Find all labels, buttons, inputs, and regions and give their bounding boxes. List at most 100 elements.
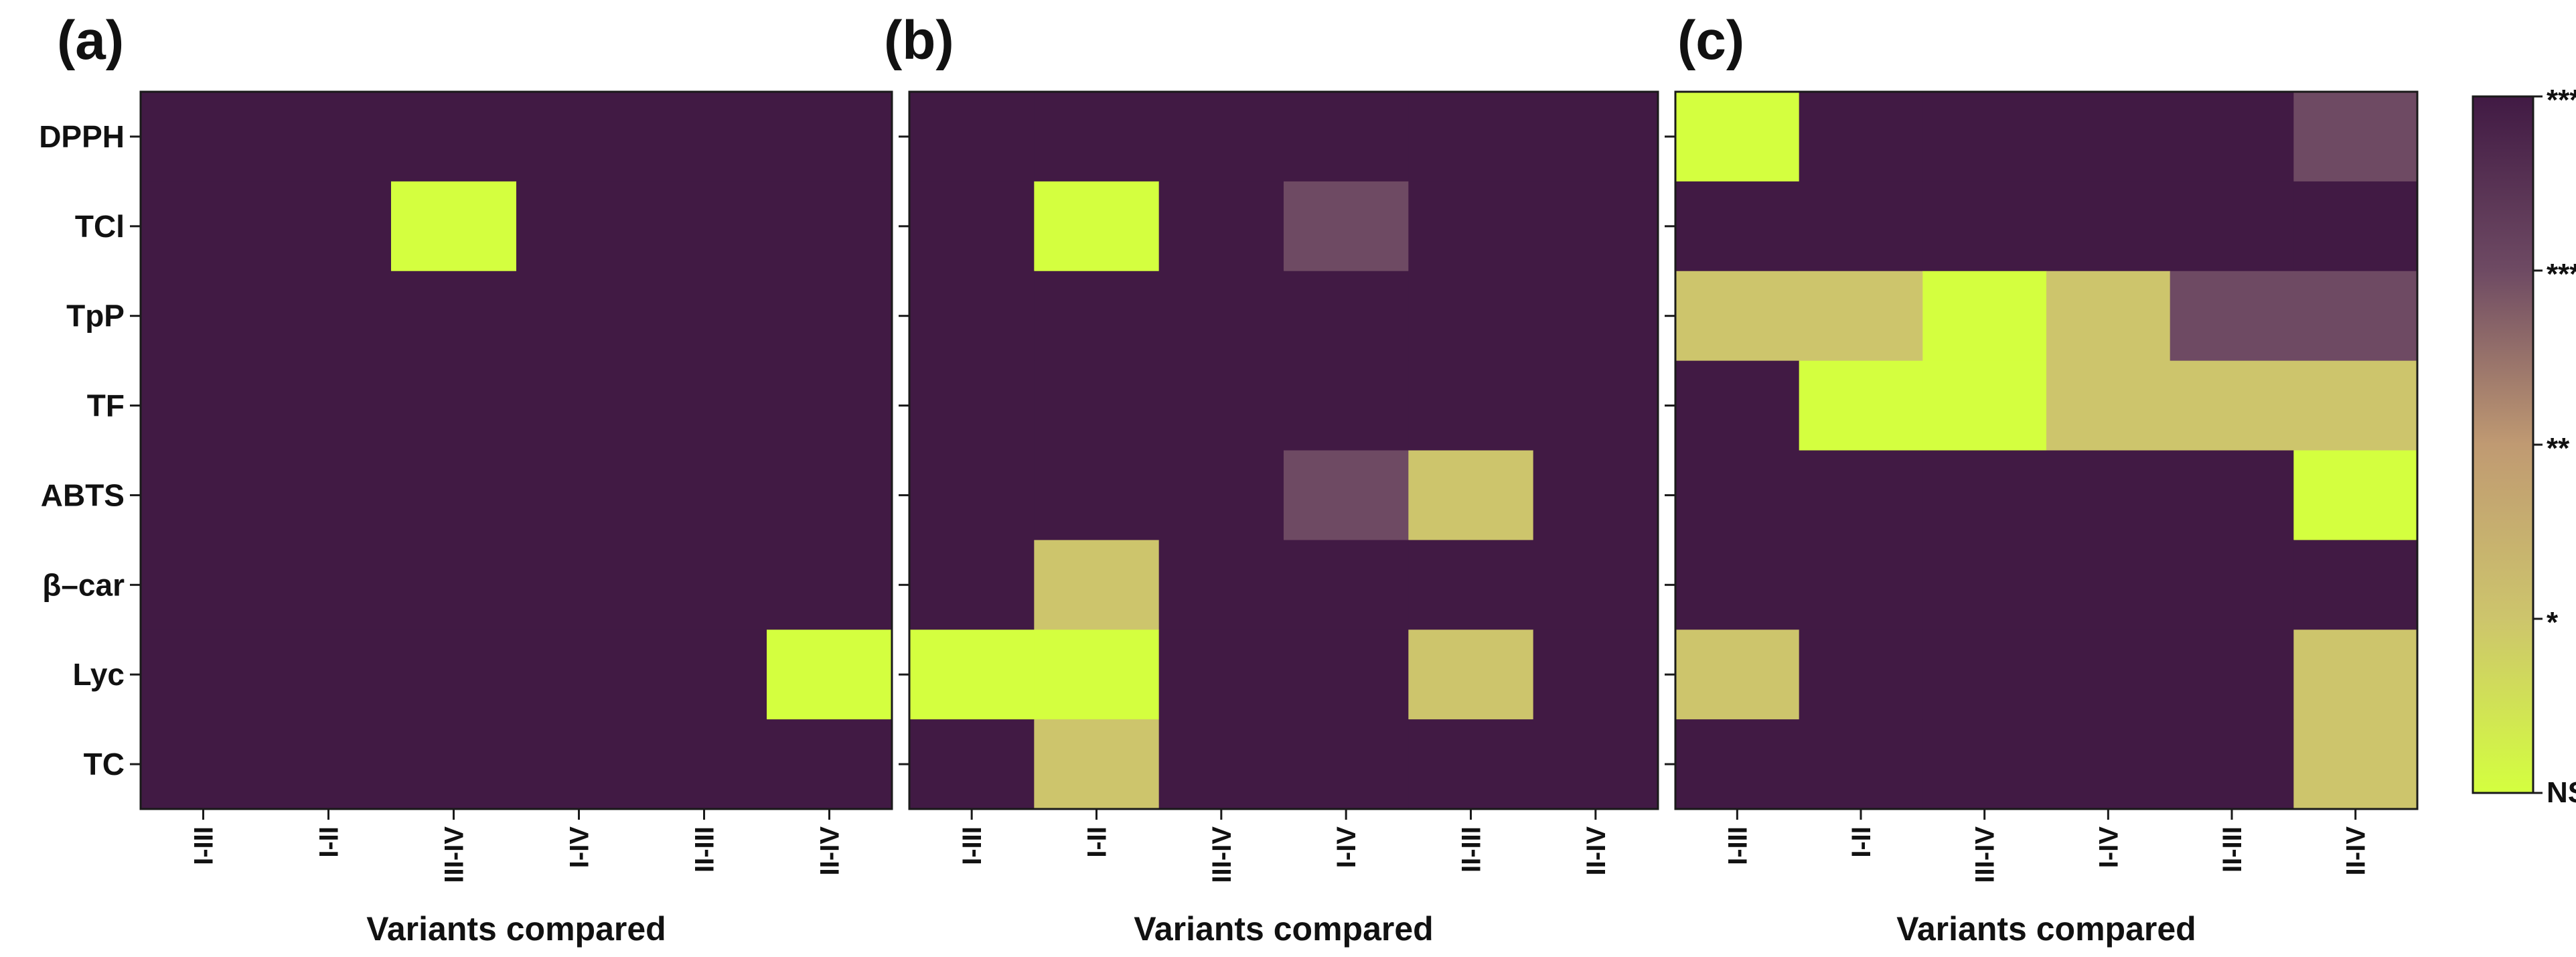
heatmap-cell-b-car-ii-iv xyxy=(1533,540,1659,630)
x-tick-label-a-i-iii: I-III xyxy=(190,826,219,865)
heatmap-cell-a-abts-ii-iv xyxy=(767,450,893,540)
heatmap-cell-a-dpph-ii-iv xyxy=(767,92,893,182)
x-tick-label-a-ii-iv: II-IV xyxy=(816,826,845,876)
colorbar-label-2: ** xyxy=(2547,432,2570,465)
heatmap-cell-a-tc-ii-iv xyxy=(767,719,893,810)
x-tick-label-b-ii-iii: II-III xyxy=(1457,826,1487,873)
heatmap-cell-a-car-i-iii xyxy=(141,540,267,630)
x-axis-title-a: Variants compared xyxy=(366,910,666,948)
heatmap-cell-c-lyc-i-iv xyxy=(2046,630,2171,720)
heatmap-cell-a-lyc-i-ii xyxy=(266,630,392,720)
heatmap-cell-a-tpp-ii-iv xyxy=(767,271,893,362)
heatmap-cell-c-tf-ii-iii xyxy=(2170,360,2294,451)
heatmap-cell-c-tcl-ii-iii xyxy=(2170,181,2294,272)
heatmap-cell-b-tf-i-ii xyxy=(1034,360,1160,451)
heatmap-cell-a-abts-iii-iv xyxy=(391,450,517,540)
heatmap-panel-b: (b) I-III I-II III-IV I-IV II-III II-IV Varia… xyxy=(884,10,1659,948)
heatmap-cell-c-tpp-i-iii xyxy=(1675,271,1800,362)
heatmap-cell-c-tc-i-iv xyxy=(2046,719,2171,810)
x-tick-label-c-i-iv: I-IV xyxy=(2094,826,2123,869)
panel-label-b: (b) xyxy=(884,10,954,71)
heatmap-cell-c-tf-ii-iv xyxy=(2293,360,2418,451)
heatmap-cell-b-tc-i-iii xyxy=(909,719,1035,810)
heatmap-cell-a-lyc-i-iv xyxy=(516,630,642,720)
heatmap-cell-a-car-iii-iv xyxy=(391,540,517,630)
y-tick-label-tcl: TCl xyxy=(75,209,125,244)
heatmap-cell-a-tpp-ii-iii xyxy=(641,271,767,362)
heatmap-cell-b-car-i-ii xyxy=(1034,540,1160,630)
heatmap-cell-a-car-ii-iv xyxy=(767,540,893,630)
heatmap-cell-c-car-ii-iii xyxy=(2170,540,2294,630)
heatmap-cell-c-dpph-iii-iv xyxy=(1922,92,2047,182)
heatmap-cell-b-abts-ii-iv xyxy=(1533,450,1659,540)
heatmap-cell-c-abts-ii-iv xyxy=(2293,450,2418,540)
y-axis-a: DPPH TCl TpP TF ABTS β–car Lyc TC xyxy=(39,119,141,782)
heatmap-cell-a-tcl-i-iv xyxy=(516,181,642,272)
heatmap-cell-c-car-i-ii xyxy=(1799,540,1923,630)
heatmap-cell-b-dpph-ii-iv xyxy=(1533,92,1659,182)
heatmap-cell-c-tf-i-iv xyxy=(2046,360,2171,451)
heatmap-cell-c-tcl-iii-iv xyxy=(1922,181,2047,272)
heatmap-cell-c-abts-ii-iii xyxy=(2170,450,2294,540)
heatmap-cell-b-lyc-iii-iv xyxy=(1158,630,1284,720)
plot-frame-c xyxy=(1674,90,2419,810)
heatmap-cell-c-lyc-i-ii xyxy=(1799,630,1923,720)
heatmap-cell-b-tpp-iii-iv xyxy=(1158,271,1284,362)
heatmap-cell-a-tf-ii-iv xyxy=(767,360,893,451)
heatmap-cell-b-abts-ii-iii xyxy=(1408,450,1534,540)
x-axis-title-b: Variants compared xyxy=(1134,910,1433,948)
heatmap-cell-a-dpph-i-ii xyxy=(266,92,392,182)
x-tick-label-c-i-ii: I-II xyxy=(1847,826,1876,858)
heatmap-cell-b-tc-iii-iv xyxy=(1158,719,1284,810)
heatmap-cell-c-tc-i-iii xyxy=(1675,719,1800,810)
y-axis-c xyxy=(1665,135,1675,765)
heatmap-cell-c-abts-i-ii xyxy=(1799,450,1923,540)
y-tick-label-car: β–car xyxy=(42,567,125,602)
heatmap-cell-a-dpph-i-iv xyxy=(516,92,642,182)
heatmap-cell-c-abts-i-iv xyxy=(2046,450,2171,540)
heatmap-cell-b-tpp-i-iii xyxy=(909,271,1035,362)
colorbar-label-1: * xyxy=(2547,606,2559,639)
heatmap-cell-b-dpph-ii-iii xyxy=(1408,92,1534,182)
heatmap-cell-b-lyc-i-ii xyxy=(1034,630,1160,720)
heatmap-cells-b xyxy=(909,92,1659,810)
heatmap-cell-a-abts-i-iv xyxy=(516,450,642,540)
heatmap-cell-a-car-i-iv xyxy=(516,540,642,630)
heatmap-cell-a-tpp-iii-iv xyxy=(391,271,517,362)
heatmap-cell-c-tcl-i-iii xyxy=(1675,181,1800,272)
heatmap-cell-c-lyc-ii-iv xyxy=(2293,630,2418,720)
y-tick-label-abts: ABTS xyxy=(41,477,125,512)
y-tick-label-tc: TC xyxy=(84,747,125,782)
heatmap-cell-a-tcl-ii-iii xyxy=(641,181,767,272)
heatmap-cell-a-tpp-i-ii xyxy=(266,271,392,362)
heatmap-cell-a-tf-ii-iii xyxy=(641,360,767,451)
x-tick-label-c-ii-iii: II-III xyxy=(2218,826,2247,873)
heatmap-cell-c-dpph-ii-iii xyxy=(2170,92,2294,182)
heatmap-cell-b-lyc-i-iv xyxy=(1284,630,1409,720)
heatmap-cell-b-tcl-ii-iv xyxy=(1533,181,1659,272)
heatmap-cell-c-dpph-ii-iv xyxy=(2293,92,2418,182)
heatmap-cell-b-abts-i-iii xyxy=(909,450,1035,540)
x-tick-label-c-ii-iv: II-IV xyxy=(2342,826,2371,876)
colorbar: NS********** xyxy=(2472,84,2576,809)
heatmap-cell-a-lyc-ii-iv xyxy=(767,630,893,720)
heatmap-cell-a-tf-i-iv xyxy=(516,360,642,451)
heatmap-cell-c-abts-iii-iv xyxy=(1922,450,2047,540)
heatmap-cell-b-abts-iii-iv xyxy=(1158,450,1284,540)
panel-label-c: (c) xyxy=(1677,10,1744,71)
heatmap-cell-c-dpph-i-iv xyxy=(2046,92,2171,182)
heatmap-cell-b-abts-i-iv xyxy=(1284,450,1409,540)
colorbar-label-3: *** xyxy=(2547,258,2576,291)
heatmap-cell-c-lyc-ii-iii xyxy=(2170,630,2294,720)
colorbar-label-0: NS xyxy=(2547,776,2576,809)
heatmap-cell-c-tf-i-iii xyxy=(1675,360,1800,451)
heatmap-cell-c-tc-iii-iv xyxy=(1922,719,2047,810)
heatmap-cell-c-tpp-i-iv xyxy=(2046,271,2171,362)
heatmap-cell-c-car-ii-iv xyxy=(2293,540,2418,630)
x-tick-label-a-i-ii: I-II xyxy=(315,826,344,858)
heatmap-cell-c-tc-ii-iv xyxy=(2293,719,2418,810)
heatmap-cell-b-abts-i-ii xyxy=(1034,450,1160,540)
heatmap-cells-c xyxy=(1675,92,2418,810)
